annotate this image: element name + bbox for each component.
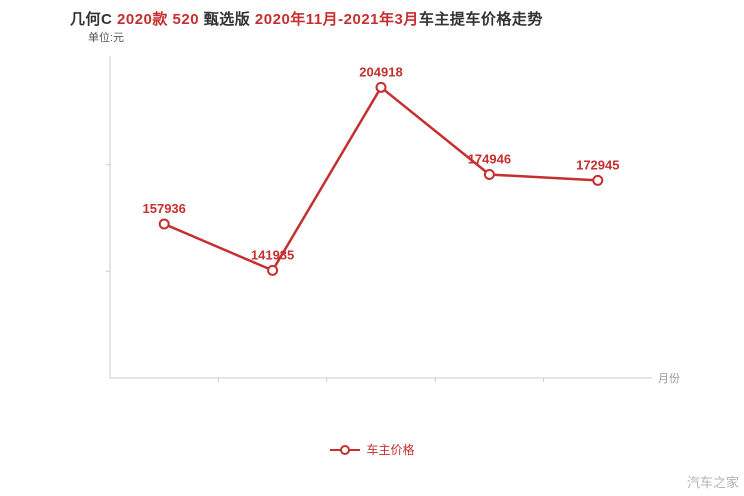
title-segment: 2020年11月-2021年3月 [254,11,419,28]
data-point-label: 204918 [359,64,402,79]
title-segment: 车主提车价格走势 [418,11,543,28]
data-point-marker[interactable] [267,264,279,276]
y-axis-unit-label: 单位:元 [88,32,125,44]
watermark-autohome: 汽车之家 [686,475,739,490]
price-trend-chart: 157936 141985 204918 174946 172945 月份 [106,56,680,385]
data-point-marker[interactable] [592,174,604,186]
data-point-marker[interactable] [375,81,387,93]
x-axis-caption: 月份 [658,372,680,385]
data-point-label: 174946 [468,152,511,167]
trend-line [163,85,598,272]
legend[interactable]: 车主价格 [0,441,744,458]
title-segment: 甄选版 [203,11,255,28]
data-point-marker[interactable] [158,218,170,230]
title-segment: 几何C [70,11,118,28]
data-point-marker[interactable] [483,169,495,181]
title-segment: 2020款 520 [117,11,204,28]
chart-title: 几何C 2020款 520 甄选版 2020年11月-2021年3月车主提车价格… [70,8,543,29]
data-point-label: 157936 [143,201,186,216]
data-point-label: 141985 [251,247,294,262]
legend-label: 车主价格 [366,443,415,457]
legend-marker-icon [330,444,361,455]
data-point-label: 172945 [576,157,619,172]
